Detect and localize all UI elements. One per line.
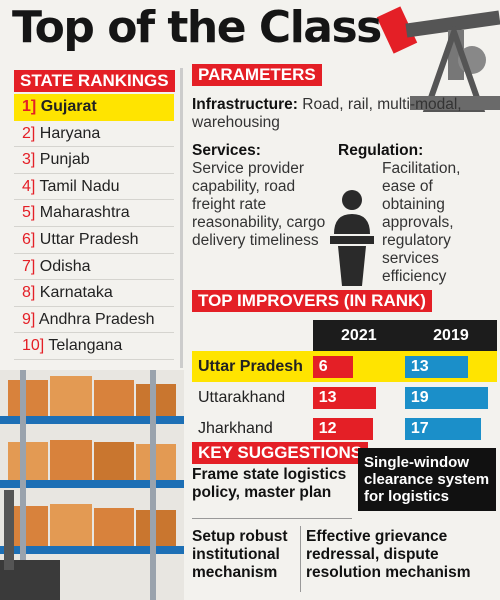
improver-row: Uttar Pradesh 6 13 [192, 351, 497, 382]
ranking-number: 3] [22, 151, 36, 169]
ranking-state: Uttar Pradesh [39, 230, 139, 248]
ranking-state: Punjab [39, 151, 90, 169]
infrastructure-parameter: Infrastructure: Road, rail, multi-modal,… [192, 96, 492, 132]
rank-cell: 19 [404, 382, 497, 413]
ranking-state: Maharashtra [39, 204, 130, 222]
ranking-number: 2] [22, 124, 36, 142]
header-spacer [192, 320, 313, 351]
column-divider [180, 68, 183, 368]
improver-state: Uttarakhand [198, 388, 286, 406]
ranking-number: 5] [22, 204, 36, 222]
ranking-number: 4] [22, 177, 36, 195]
improver-row: Uttarakhand 13 19 [192, 382, 497, 413]
suggestion-item-highlight: Single-window clearance system for logis… [358, 448, 496, 511]
rank-cell: 17 [404, 413, 497, 444]
warehouse-shelf-illustration [0, 370, 184, 600]
rank-2021-bar: 13 [312, 386, 376, 409]
ranking-item: 2] Haryana [14, 121, 174, 148]
ranking-item: 8] Karnataka [14, 280, 174, 307]
regulation-parameter: Regulation: Facilitation, ease of obtain… [338, 142, 494, 286]
ranking-number: 6] [22, 230, 36, 248]
suggestion-item: Effective grievance redressal, dispute r… [306, 528, 496, 582]
ranking-item: 6] Uttar Pradesh [14, 227, 174, 254]
page-title: Top of the Class [12, 2, 382, 53]
ranking-number: 9] [22, 310, 36, 328]
infrastructure-label: Infrastructure: [192, 96, 298, 113]
oil-pump-illustration [376, 6, 500, 112]
rank-cell: 12 [312, 413, 405, 444]
ranking-number: 8] [22, 284, 36, 302]
regulation-label: Regulation: [338, 142, 424, 159]
ranking-state: Karnataka [39, 284, 113, 302]
ranking-item: 3] Punjab [14, 147, 174, 174]
ranking-item: 9] Andhra Pradesh [14, 307, 174, 334]
ranking-item: 4] Tamil Nadu [14, 174, 174, 201]
ranking-item: 1] Gujarat [14, 94, 174, 121]
improvers-table: 2021 2019 Uttar Pradesh 6 13 Uttarakhand 13 19 J… [192, 320, 497, 444]
suggestion-text: Effective grievance redressal, dispute r… [306, 528, 471, 581]
rank-2021-bar: 12 [312, 417, 373, 440]
year-header: 2019 [404, 320, 497, 351]
rankings-list: 1] Gujarat 2] Haryana 3] Punjab 4] Tamil Na… [14, 94, 174, 360]
ranking-number: 10] [22, 337, 45, 355]
suggestion-item: Setup robust institutional mechanism [192, 528, 296, 582]
services-label: Services: [192, 142, 261, 159]
divider [300, 526, 301, 592]
ranking-state: Gujarat [40, 98, 97, 115]
regulation-text: Facilitation, ease of obtaining approval… [382, 160, 461, 285]
services-parameter: Services: Service provider capability, r… [192, 142, 328, 250]
speaker-podium-icon [330, 190, 374, 286]
rank-2019-bar: 17 [404, 417, 481, 440]
rankings-heading: STATE RANKINGS [14, 70, 175, 92]
rank-2019-bar: 13 [404, 355, 468, 378]
suggestions-heading: KEY SUGGESTIONS [192, 442, 369, 464]
state-rankings-panel: STATE RANKINGS 1] Gujarat 2] Haryana 3] Pu… [14, 70, 175, 360]
suggestion-item: Frame state logistics policy, master pla… [192, 466, 352, 502]
improver-state: Uttar Pradesh [192, 351, 313, 382]
suggestion-text: Frame state logistics policy, master pla… [192, 466, 347, 501]
divider [192, 518, 352, 519]
ranking-item: 10] Telangana [14, 333, 174, 360]
rank-cell: 13 [312, 382, 405, 413]
year-header: 2021 [312, 320, 405, 351]
improvers-heading: TOP IMPROVERS (IN RANK) [192, 290, 432, 312]
ranking-number: 7] [22, 257, 36, 275]
ranking-number: 1] [22, 98, 37, 115]
ranking-state: Odisha [39, 257, 91, 275]
ranking-state: Tamil Nadu [39, 177, 120, 195]
suggestion-text: Setup robust institutional mechanism [192, 528, 288, 581]
ranking-state: Telangana [48, 337, 123, 355]
ranking-state: Haryana [39, 124, 101, 142]
parameters-heading: PARAMETERS [192, 64, 322, 86]
services-text: Service provider capability, road freigh… [192, 160, 326, 249]
improver-state: Jharkhand [198, 419, 273, 437]
rank-cell: 6 [312, 351, 405, 382]
improvers-header-row: 2021 2019 [192, 320, 497, 351]
ranking-state: Andhra Pradesh [38, 310, 155, 328]
rank-2019-bar: 19 [404, 386, 488, 409]
ranking-item: 5] Maharashtra [14, 200, 174, 227]
infrastructure-text: Road, rail, multi-modal, warehousing [192, 96, 462, 131]
ranking-item: 7] Odisha [14, 254, 174, 281]
improver-row: Jharkhand 12 17 [192, 413, 497, 444]
rank-2021-bar: 6 [312, 355, 353, 378]
rank-cell: 13 [404, 351, 497, 382]
